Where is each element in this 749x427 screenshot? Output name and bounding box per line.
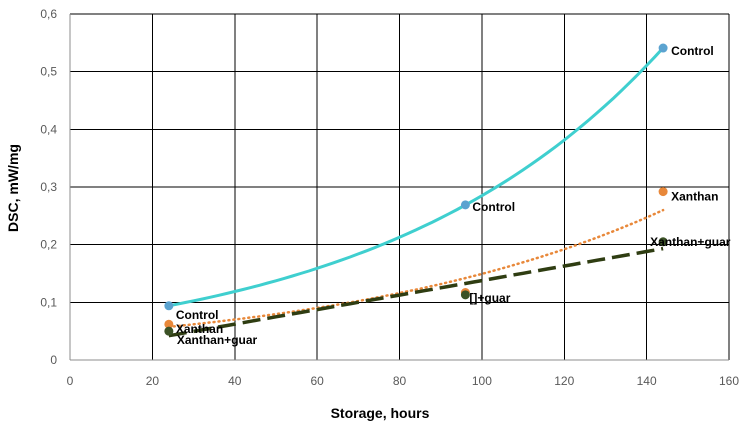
data-label: []+guar — [469, 291, 510, 305]
data-point — [658, 237, 668, 247]
y-tick-label: 0,3 — [40, 180, 57, 194]
y-tick-label: 0,4 — [40, 122, 57, 136]
data-label: Xanthan+guar — [650, 235, 731, 249]
x-tick-label: 40 — [228, 374, 242, 388]
data-point — [164, 301, 174, 311]
y-tick-label: 0,5 — [40, 65, 57, 79]
x-tick-label: 120 — [554, 374, 574, 388]
tick-labels: 0 20 40 60 80 100 120 140 160 0 0,1 0,2 0,3 0,4 0,5 0,6 — [40, 7, 739, 388]
data-point — [658, 187, 668, 197]
data-point — [460, 290, 470, 300]
x-tick-label: 60 — [310, 374, 324, 388]
point-labels: ControlControlControlXanthanXanthanXanth… — [176, 44, 731, 347]
data-label: Control — [176, 308, 219, 322]
data-label: Control — [472, 200, 515, 214]
data-point — [164, 326, 174, 336]
data-point — [658, 43, 668, 53]
x-tick-label: 140 — [637, 374, 657, 388]
x-tick-label: 80 — [393, 374, 407, 388]
data-points — [164, 43, 668, 336]
y-tick-label: 0,2 — [40, 238, 57, 252]
trendline-0 — [168, 46, 665, 308]
data-label: Xanthan — [671, 190, 718, 204]
x-tick-label: 100 — [472, 374, 492, 388]
data-label: Xanthan+guar — [177, 333, 258, 347]
x-tick-label: 0 — [67, 374, 74, 388]
trendlines — [167, 46, 665, 338]
data-label: Xanthan — [176, 322, 223, 336]
y-tick-label: 0,1 — [40, 295, 57, 309]
x-axis-title: Storage, hours — [331, 405, 430, 421]
y-tick-label: 0 — [50, 353, 57, 367]
x-tick-label: 20 — [146, 374, 160, 388]
y-tick-label: 0,6 — [40, 7, 57, 21]
trendline-1 — [167, 208, 665, 329]
data-label: Control — [671, 44, 714, 58]
y-axis-title: DSC, mW/mg — [5, 144, 21, 232]
data-point — [164, 319, 174, 329]
grid — [69, 13, 730, 361]
data-point — [460, 200, 470, 210]
trendline-2 — [168, 246, 664, 338]
x-tick-label: 160 — [719, 374, 739, 388]
